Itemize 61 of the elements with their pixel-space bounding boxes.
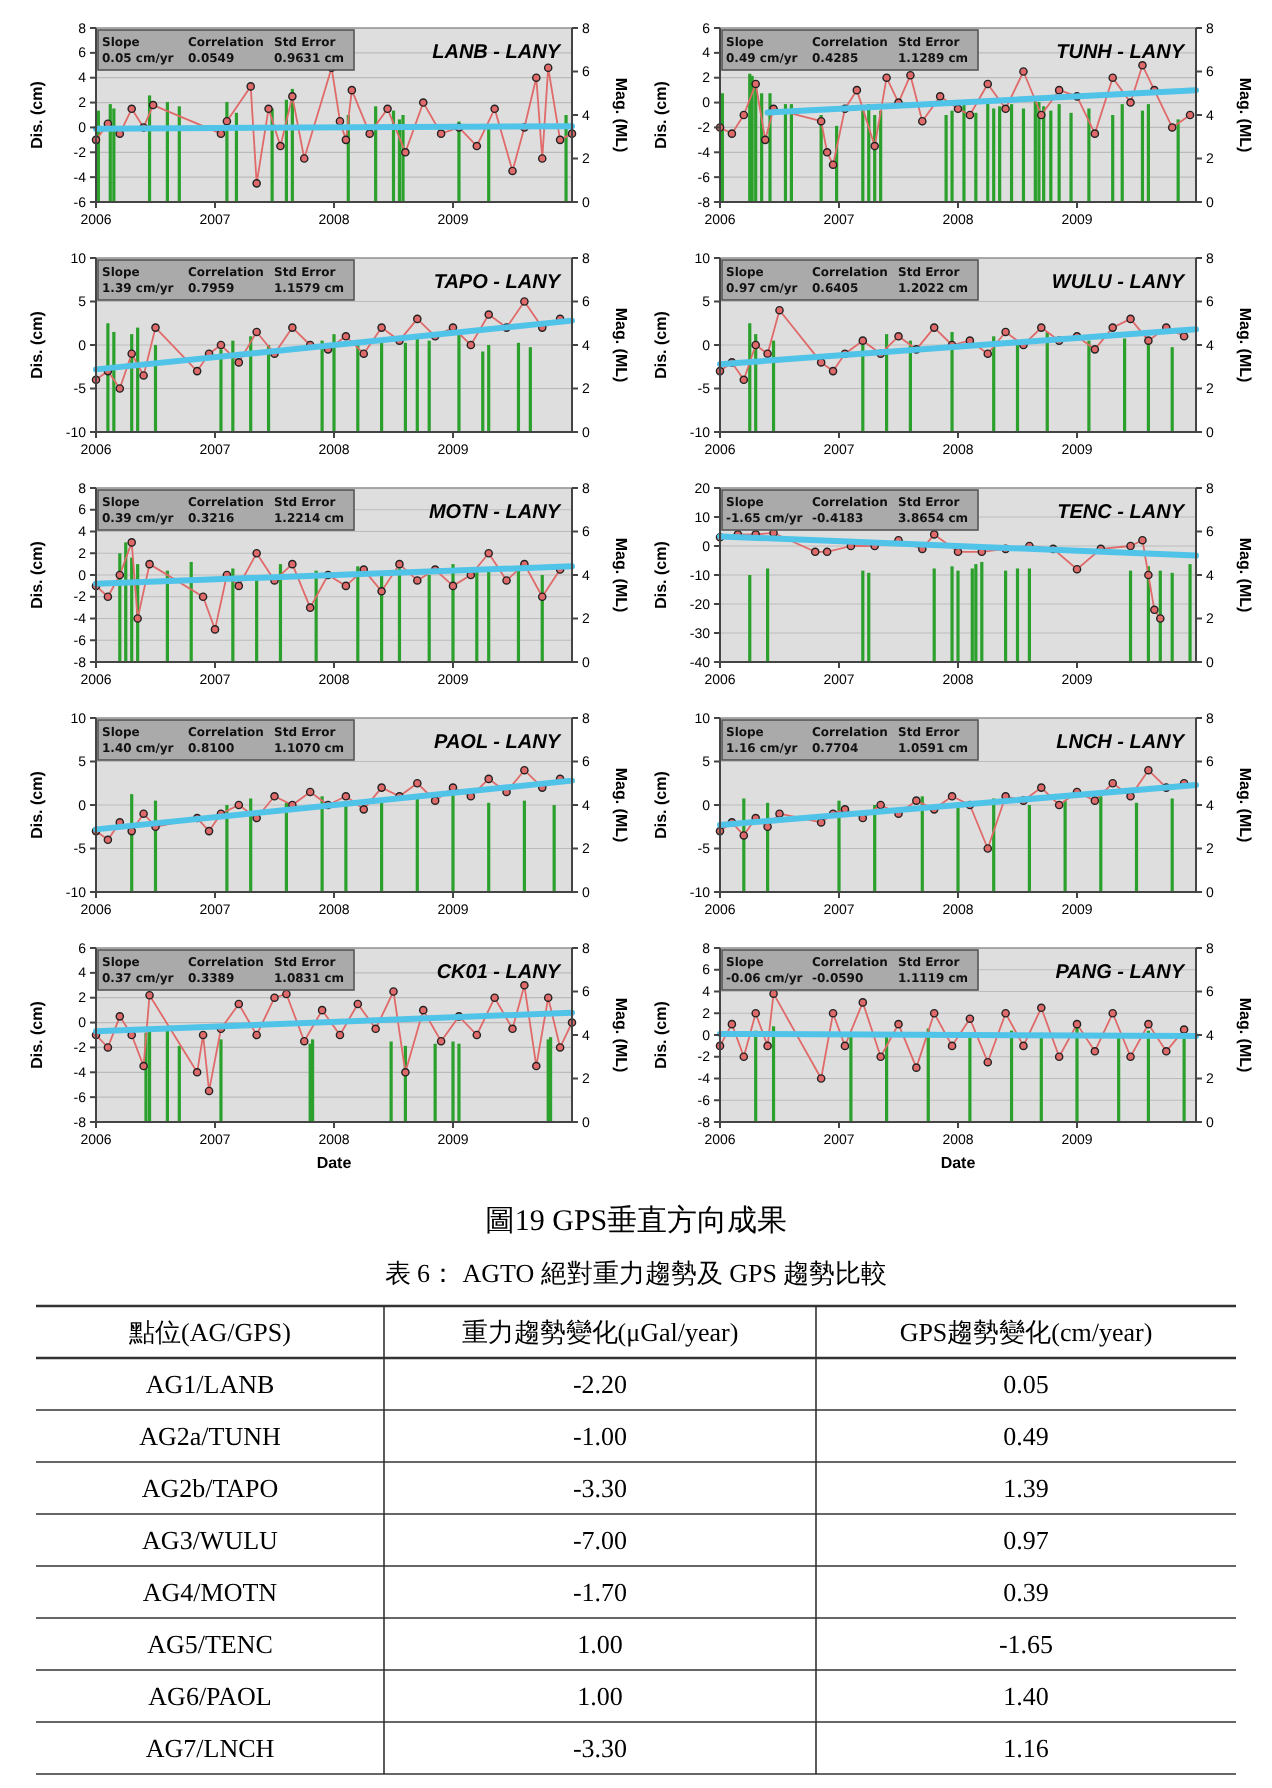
y-axis-title: Dis. (cm) [652, 1000, 670, 1069]
text: 1.00 [577, 1629, 623, 1660]
text: 1.16 [1003, 1733, 1049, 1764]
y2-axis-title: Mag. (ML) [612, 767, 630, 843]
text: -1.00 [572, 1421, 628, 1452]
text: PANG - LANY [1055, 962, 1187, 984]
y-axis-title: Dis. (cm) [28, 1000, 46, 1069]
x-axis-title: Date [316, 1154, 353, 1172]
text: PAOL - LANY [434, 732, 563, 754]
text: 0.39 [1003, 1577, 1049, 1608]
text: LANB - LANY [432, 42, 563, 64]
text: WULU - LANY [1051, 272, 1187, 294]
y2-axis-title: Mag. (ML) [1236, 77, 1254, 153]
y2-axis-title: Mag. (ML) [612, 77, 630, 153]
y2-axis-title: Mag. (ML) [612, 537, 630, 613]
y-axis-title: Dis. (cm) [652, 310, 670, 379]
x-axis-title: Date [940, 1154, 977, 1172]
text: AG3/WULU [142, 1525, 278, 1556]
text: 0.05 [1003, 1369, 1049, 1400]
y2-axis-title: Mag. (ML) [612, 997, 630, 1073]
text: LNCH - LANY [1056, 732, 1187, 754]
y-axis-title: Dis. (cm) [652, 770, 670, 839]
text: 表 6： AGTO 絕對重力趨勢及 GPS 趨勢比較 [384, 1258, 888, 1288]
text: 1.39 [1003, 1473, 1049, 1504]
text: TENC - LANY [1057, 502, 1187, 524]
text: TUNH - LANY [1056, 42, 1187, 64]
text: 1.00 [577, 1681, 623, 1712]
y2-axis-title: Mag. (ML) [1236, 537, 1254, 613]
caption: 圖19 GPS垂直方向成果 [484, 1204, 788, 1238]
y-axis-title: Dis. (cm) [28, 770, 46, 839]
text: AG7/LNCH [145, 1733, 275, 1764]
text: -2.20 [572, 1369, 628, 1400]
text: AG1/LANB [145, 1369, 275, 1400]
text: AG2b/TAPO [141, 1473, 279, 1504]
y-axis-title: Dis. (cm) [28, 310, 46, 379]
y2-axis-title: Mag. (ML) [1236, 767, 1254, 843]
text: AG6/PAOL [148, 1681, 272, 1712]
y2-axis-title: Mag. (ML) [612, 307, 630, 383]
y2-axis-title: Mag. (ML) [1236, 997, 1254, 1073]
category-label: 重力趨勢變化(μGal/year) [461, 1317, 739, 1348]
text: AG5/TENC [147, 1629, 273, 1660]
text: MOTN - LANY [428, 502, 563, 524]
category-label: 點位(AG/GPS) [127, 1317, 291, 1348]
y-axis-title: Dis. (cm) [28, 540, 46, 609]
text: CK01 - LANY [436, 962, 563, 984]
y2-axis-title: Mag. (ML) [1236, 307, 1254, 383]
text: -3.30 [572, 1473, 628, 1504]
text: -3.30 [572, 1733, 628, 1764]
text: -1.70 [572, 1577, 628, 1608]
text: -7.00 [572, 1525, 628, 1556]
y-axis-title: Dis. (cm) [28, 80, 46, 149]
text: AG4/MOTN [142, 1577, 278, 1608]
text: -1.65 [998, 1629, 1054, 1660]
text: AG2a/TUNH [139, 1421, 281, 1452]
text: 1.40 [1003, 1681, 1049, 1712]
text: 0.97 [1003, 1525, 1049, 1556]
text: 0.49 [1003, 1421, 1049, 1452]
category-label: GPS趨勢變化(cm/year) [899, 1317, 1153, 1348]
y-axis-title: Dis. (cm) [652, 80, 670, 149]
y-axis-title: Dis. (cm) [652, 540, 670, 609]
text: TAPO - LANY [433, 272, 563, 294]
